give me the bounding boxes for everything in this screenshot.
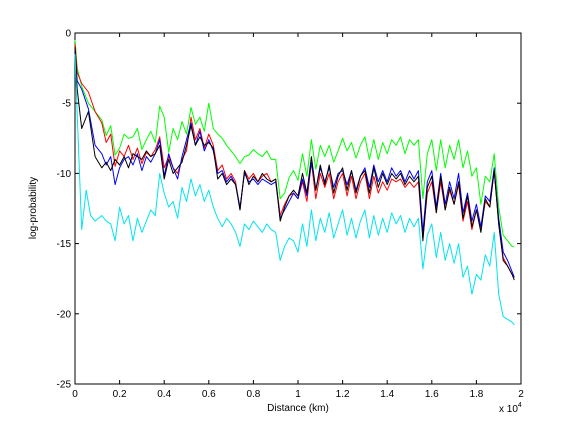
- x-tick-label: 0: [72, 389, 78, 400]
- x-tick-label: 1.8: [469, 389, 483, 400]
- y-tick-label: -25: [57, 380, 72, 391]
- x-tick-label: 0.8: [246, 389, 260, 400]
- x-tick-label: 2: [518, 389, 524, 400]
- x-tick-label: 0.6: [202, 389, 216, 400]
- x-axis-label: Distance (km): [267, 403, 329, 414]
- series-line-1: [74, 39, 515, 247]
- y-tick-label: 0: [65, 29, 71, 40]
- x-tick-label: 1: [295, 389, 301, 400]
- y-tick-label: -20: [57, 309, 72, 320]
- series-line-4: [74, 46, 515, 281]
- x-multiplier-label: x 104: [499, 402, 522, 415]
- x-tick-label: 1.2: [336, 389, 350, 400]
- x-multiplier-exponent: 4: [518, 402, 522, 409]
- x-tick-label: 0.4: [157, 389, 171, 400]
- plot-area: [74, 32, 522, 385]
- y-axis-label: log-probability: [28, 177, 39, 239]
- x-multiplier-base: x 10: [499, 404, 518, 415]
- x-tick-label: 1.6: [425, 389, 439, 400]
- x-tick-label: 1.4: [380, 389, 394, 400]
- series-line-3: [74, 49, 515, 278]
- y-tick-label: -10: [57, 169, 72, 180]
- series-layer: [74, 39, 515, 326]
- y-tick-label: -15: [57, 239, 72, 250]
- ticks-layer: 0 0.2 0.4 0.6 0.8 1 1.2 1.4 1.6 1.8 2 -25 -20 -15 -10 -…: [57, 29, 525, 401]
- series-line-5: [74, 54, 515, 326]
- y-tick-label: -5: [62, 99, 71, 110]
- x-tick-label: 0.2: [113, 389, 127, 400]
